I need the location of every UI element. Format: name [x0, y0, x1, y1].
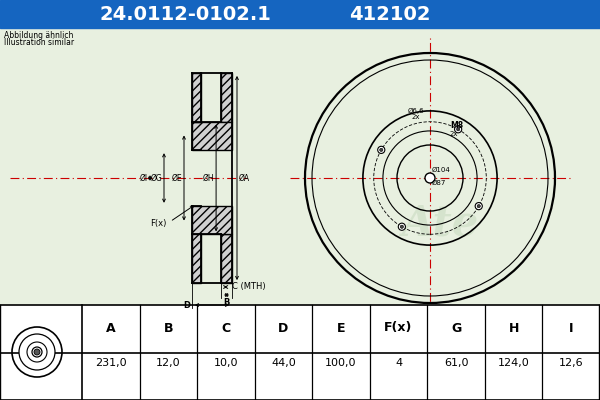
Text: 100,0: 100,0 [325, 358, 357, 368]
Text: G: G [451, 322, 461, 334]
Text: C: C [221, 322, 230, 334]
Bar [192, 73, 201, 122]
Bar [192, 206, 232, 234]
Bar [0, 28, 600, 305]
Circle shape [425, 173, 435, 183]
Text: 12,6: 12,6 [559, 358, 584, 368]
Circle shape [32, 347, 42, 357]
Text: D: D [183, 300, 190, 310]
Text: 24.0112-0102.1: 24.0112-0102.1 [99, 4, 271, 24]
Circle shape [398, 223, 406, 230]
Text: 61,0: 61,0 [444, 358, 469, 368]
Circle shape [27, 342, 47, 362]
Text: A: A [106, 322, 116, 334]
Text: Illustration similar: Illustration similar [4, 38, 74, 47]
Text: F(x): F(x) [385, 322, 413, 334]
Text: 124,0: 124,0 [498, 358, 530, 368]
Bar [192, 234, 201, 283]
Bar [0, 305, 600, 400]
Text: B: B [164, 322, 173, 334]
Circle shape [400, 225, 403, 228]
Text: 4: 4 [395, 358, 402, 368]
Circle shape [475, 202, 482, 210]
Text: ØI: ØI [140, 174, 148, 182]
Circle shape [477, 204, 481, 208]
Text: H: H [508, 322, 519, 334]
Text: M8: M8 [450, 121, 463, 130]
Circle shape [34, 349, 40, 355]
Text: 10,0: 10,0 [214, 358, 238, 368]
Bar [192, 122, 232, 150]
Text: 231,0: 231,0 [95, 358, 127, 368]
Text: C (MTH): C (MTH) [232, 282, 266, 292]
Text: 412102: 412102 [349, 4, 431, 24]
Text: ØG: ØG [150, 174, 162, 182]
Text: ØE: ØE [172, 174, 182, 182]
Text: 44,0: 44,0 [271, 358, 296, 368]
Text: D: D [278, 322, 289, 334]
Text: Ate: Ate [401, 202, 479, 244]
Circle shape [380, 148, 383, 152]
Circle shape [457, 128, 460, 131]
Text: 2x: 2x [412, 114, 420, 120]
Text: Abbildung ähnlich: Abbildung ähnlich [4, 31, 73, 40]
Bar [0, 0, 600, 28]
Text: F(x): F(x) [150, 219, 166, 228]
Text: Ø104: Ø104 [432, 167, 451, 173]
Text: 2x: 2x [450, 131, 458, 137]
Circle shape [377, 146, 385, 154]
Text: 12,0: 12,0 [156, 358, 181, 368]
Text: ØA: ØA [239, 174, 250, 182]
Text: I: I [569, 322, 574, 334]
Text: B: B [223, 298, 230, 307]
Bar [221, 73, 232, 122]
Text: Ø6,6: Ø6,6 [407, 108, 424, 114]
Circle shape [455, 126, 462, 133]
Circle shape [19, 334, 55, 370]
Text: Ø87: Ø87 [432, 180, 446, 186]
Text: ØH: ØH [202, 174, 214, 182]
Text: E: E [337, 322, 345, 334]
Bar [221, 234, 232, 283]
